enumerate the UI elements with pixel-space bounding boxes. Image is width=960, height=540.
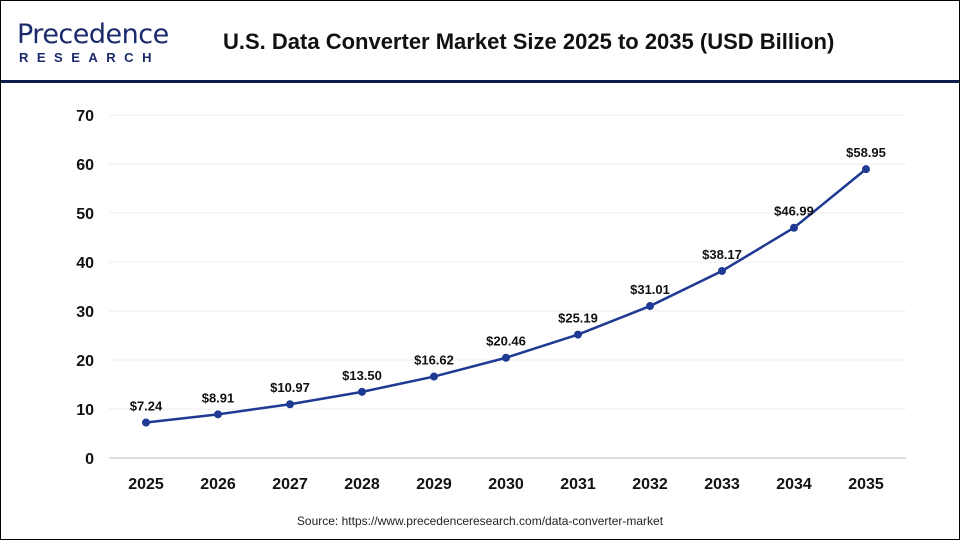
data-label: $58.95 (846, 145, 886, 160)
y-tick-label: 40 (76, 255, 94, 272)
data-label: $20.46 (486, 334, 526, 349)
y-tick-label: 60 (76, 157, 94, 174)
x-tick-label: 2034 (776, 476, 812, 493)
data-label: $7.24 (130, 399, 163, 414)
data-point (574, 330, 582, 339)
logo-text: Precedence (17, 19, 169, 50)
y-tick-label: 0 (85, 451, 94, 468)
x-tick-label: 2035 (848, 476, 884, 493)
y-tick-label: 50 (76, 206, 94, 223)
data-point (286, 400, 294, 409)
x-tick-label: 2029 (416, 476, 452, 493)
x-tick-label: 2032 (632, 476, 668, 493)
data-point (214, 410, 222, 419)
data-point (502, 353, 510, 362)
header-divider (1, 80, 959, 83)
source-note: Source: https://www.precedenceresearch.c… (296, 514, 664, 528)
data-point (646, 302, 654, 311)
x-tick-label: 2026 (200, 476, 236, 493)
data-point (790, 223, 798, 232)
x-tick-label: 2028 (344, 476, 380, 493)
logo-subtext: RESEARCH (19, 50, 160, 65)
data-point (142, 418, 150, 427)
data-label: $46.99 (774, 204, 814, 219)
y-tick-label: 30 (76, 304, 94, 321)
y-tick-label: 70 (76, 108, 94, 125)
data-label: $13.50 (342, 368, 382, 383)
data-label: $10.97 (270, 380, 310, 395)
data-point (718, 266, 726, 275)
y-tick-label: 20 (76, 353, 94, 370)
data-label: $16.62 (414, 353, 454, 368)
data-point (358, 387, 366, 396)
chart-title: U.S. Data Converter Market Size 2025 to … (223, 29, 835, 54)
x-tick-label: 2025 (128, 476, 164, 493)
x-tick-label: 2031 (560, 476, 596, 493)
x-tick-label: 2033 (704, 476, 740, 493)
y-tick-label: 10 (76, 402, 94, 419)
data-label: $25.19 (558, 311, 598, 326)
data-point (430, 372, 438, 381)
logo: Precedence RESEARCH (17, 19, 169, 66)
series-line (145, 168, 867, 424)
x-tick-label: 2027 (272, 476, 308, 493)
data-label: $8.91 (202, 390, 235, 405)
data-point (862, 165, 870, 174)
data-label: $31.01 (630, 282, 670, 297)
data-label: $38.17 (702, 247, 742, 262)
x-tick-label: 2030 (488, 476, 524, 493)
